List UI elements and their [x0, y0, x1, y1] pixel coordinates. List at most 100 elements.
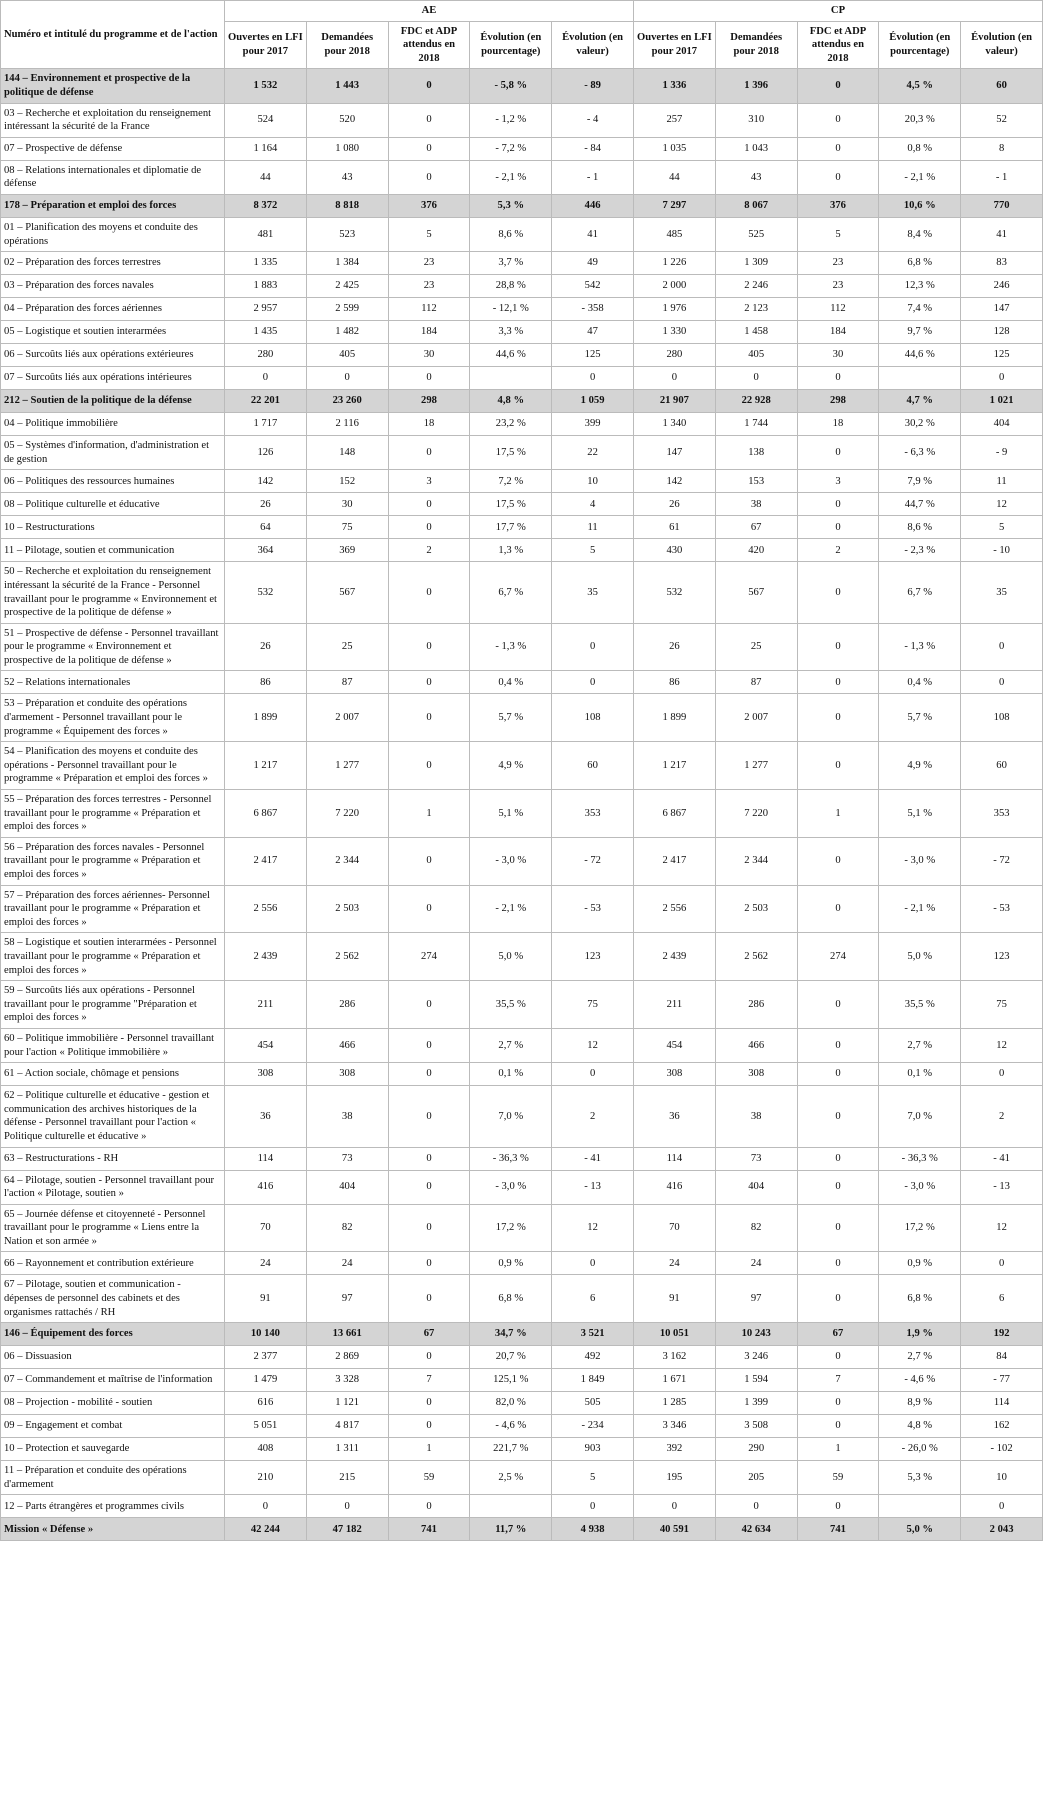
- column-header: Ouvertes en LFI pour 2017: [632, 20, 716, 70]
- cell: 147: [960, 297, 1043, 322]
- cell: 0: [551, 366, 634, 391]
- cell: 1 899: [224, 693, 307, 743]
- row-label: 07 – Commandement et maîtrise de l'infor…: [0, 1368, 225, 1393]
- corner-header: Numéro et intitulé du programme et de l'…: [0, 0, 225, 70]
- cell: 26: [632, 492, 716, 517]
- cell: 0: [796, 1169, 880, 1205]
- cell: 0: [632, 1494, 716, 1519]
- cell: 430: [632, 538, 716, 563]
- cell: 82: [305, 1203, 389, 1253]
- cell: 60: [960, 741, 1043, 791]
- cell: 0: [796, 561, 880, 624]
- cell: 274: [387, 932, 471, 982]
- cell: - 3,0 %: [878, 1169, 962, 1205]
- cell: 1 443: [305, 68, 389, 104]
- cell: 82,0 %: [469, 1391, 553, 1416]
- cell: 0: [796, 1345, 880, 1370]
- cell: 0: [796, 884, 880, 934]
- cell: 0: [796, 1391, 880, 1416]
- cell: - 2,1 %: [878, 159, 962, 195]
- cell: 0: [960, 366, 1043, 391]
- cell: 1 121: [305, 1391, 389, 1416]
- cell: 114: [632, 1146, 716, 1171]
- cell: 26: [224, 622, 307, 672]
- cell: 6: [551, 1274, 634, 1324]
- cell: 1 043: [714, 136, 798, 161]
- action-row: 67 – Pilotage, soutien et communication …: [0, 1274, 1043, 1324]
- cell: 8,9 %: [878, 1391, 962, 1416]
- row-label: 01 – Planification des moyens et conduit…: [0, 216, 225, 253]
- cell: 35,5 %: [878, 980, 962, 1029]
- cell: 532: [632, 561, 716, 624]
- cell: 0: [387, 1251, 471, 1276]
- cell: 12,3 %: [878, 274, 962, 299]
- cell: 0: [796, 836, 880, 886]
- cell: 52: [960, 102, 1043, 138]
- cell: 0: [960, 670, 1043, 695]
- column-header: Évolution (en pourcentage): [469, 20, 553, 70]
- cell: 11: [960, 469, 1043, 494]
- row-label: 56 – Préparation des forces navales - Pe…: [0, 836, 225, 886]
- cell: 8,6 %: [878, 515, 962, 540]
- cell: 2,7 %: [469, 1027, 553, 1064]
- cell: 97: [305, 1274, 389, 1324]
- cell: 466: [714, 1027, 798, 1064]
- cell: 0: [387, 366, 471, 391]
- cell: 215: [305, 1460, 389, 1496]
- cell: - 13: [960, 1169, 1043, 1205]
- cell: 4,8 %: [878, 1414, 962, 1439]
- cell: 0: [387, 435, 471, 471]
- cell: 5,0 %: [878, 932, 962, 982]
- cell: 1 277: [714, 741, 798, 791]
- action-row: 03 – Préparation des forces navales 1 883…: [0, 274, 1043, 299]
- cell: 61: [632, 515, 716, 540]
- cell: 125: [551, 343, 634, 368]
- cell: 84: [960, 1345, 1043, 1370]
- cell: 4: [551, 492, 634, 517]
- cell: 903: [551, 1437, 634, 1462]
- cell: 1 744: [714, 412, 798, 437]
- cell: 364: [224, 538, 307, 563]
- action-row: 05 – Systèmes d'information, d'administr…: [0, 435, 1043, 471]
- cell: 520: [305, 102, 389, 138]
- cell: 1: [387, 789, 471, 838]
- cell: 2 123: [714, 297, 798, 322]
- cell: 114: [224, 1146, 307, 1171]
- row-label: 55 – Préparation des forces terrestres -…: [0, 789, 225, 838]
- cell: 3 508: [714, 1414, 798, 1439]
- cell: 40 591: [632, 1517, 716, 1542]
- cell: 2,7 %: [878, 1027, 962, 1064]
- row-label: 57 – Préparation des forces aériennes- P…: [0, 884, 225, 934]
- cell: 26: [632, 622, 716, 672]
- cell: 405: [714, 343, 798, 368]
- cell: 17,5 %: [469, 492, 553, 517]
- row-label: 04 – Politique immobilière: [0, 412, 225, 437]
- cell: 35: [960, 561, 1043, 624]
- cell: 12: [960, 1027, 1043, 1064]
- cell: 13 661: [305, 1322, 389, 1347]
- cell: 246: [960, 274, 1043, 299]
- cell: 2 377: [224, 1345, 307, 1370]
- cell: 5: [960, 515, 1043, 540]
- row-label: 03 – Préparation des forces navales: [0, 274, 225, 299]
- cell: 24: [714, 1251, 798, 1276]
- cell: 60: [551, 741, 634, 791]
- row-label: 58 – Logistique et soutien interarmées -…: [0, 932, 225, 982]
- cell: - 2,1 %: [878, 884, 962, 934]
- action-row: 09 – Engagement et combat 5 051 4 817 0- 4,…: [0, 1414, 1043, 1439]
- cell: 128: [960, 320, 1043, 345]
- cell: 147: [632, 435, 716, 471]
- cell: 0: [387, 1027, 471, 1064]
- cell: 44,6 %: [469, 343, 553, 368]
- cell: 8: [960, 136, 1043, 161]
- cell: 23: [387, 274, 471, 299]
- column-header: Demandées pour 2018: [714, 20, 798, 70]
- cell: 0: [796, 68, 880, 104]
- cell: - 6,3 %: [878, 435, 962, 471]
- program-row: 144 – Environnement et prospective de la…: [0, 68, 1043, 104]
- cell: 567: [714, 561, 798, 624]
- cell: 280: [632, 343, 716, 368]
- action-row: 58 – Logistique et soutien interarmées -…: [0, 932, 1043, 982]
- cell: 0: [387, 1085, 471, 1148]
- cell: 0: [387, 1062, 471, 1087]
